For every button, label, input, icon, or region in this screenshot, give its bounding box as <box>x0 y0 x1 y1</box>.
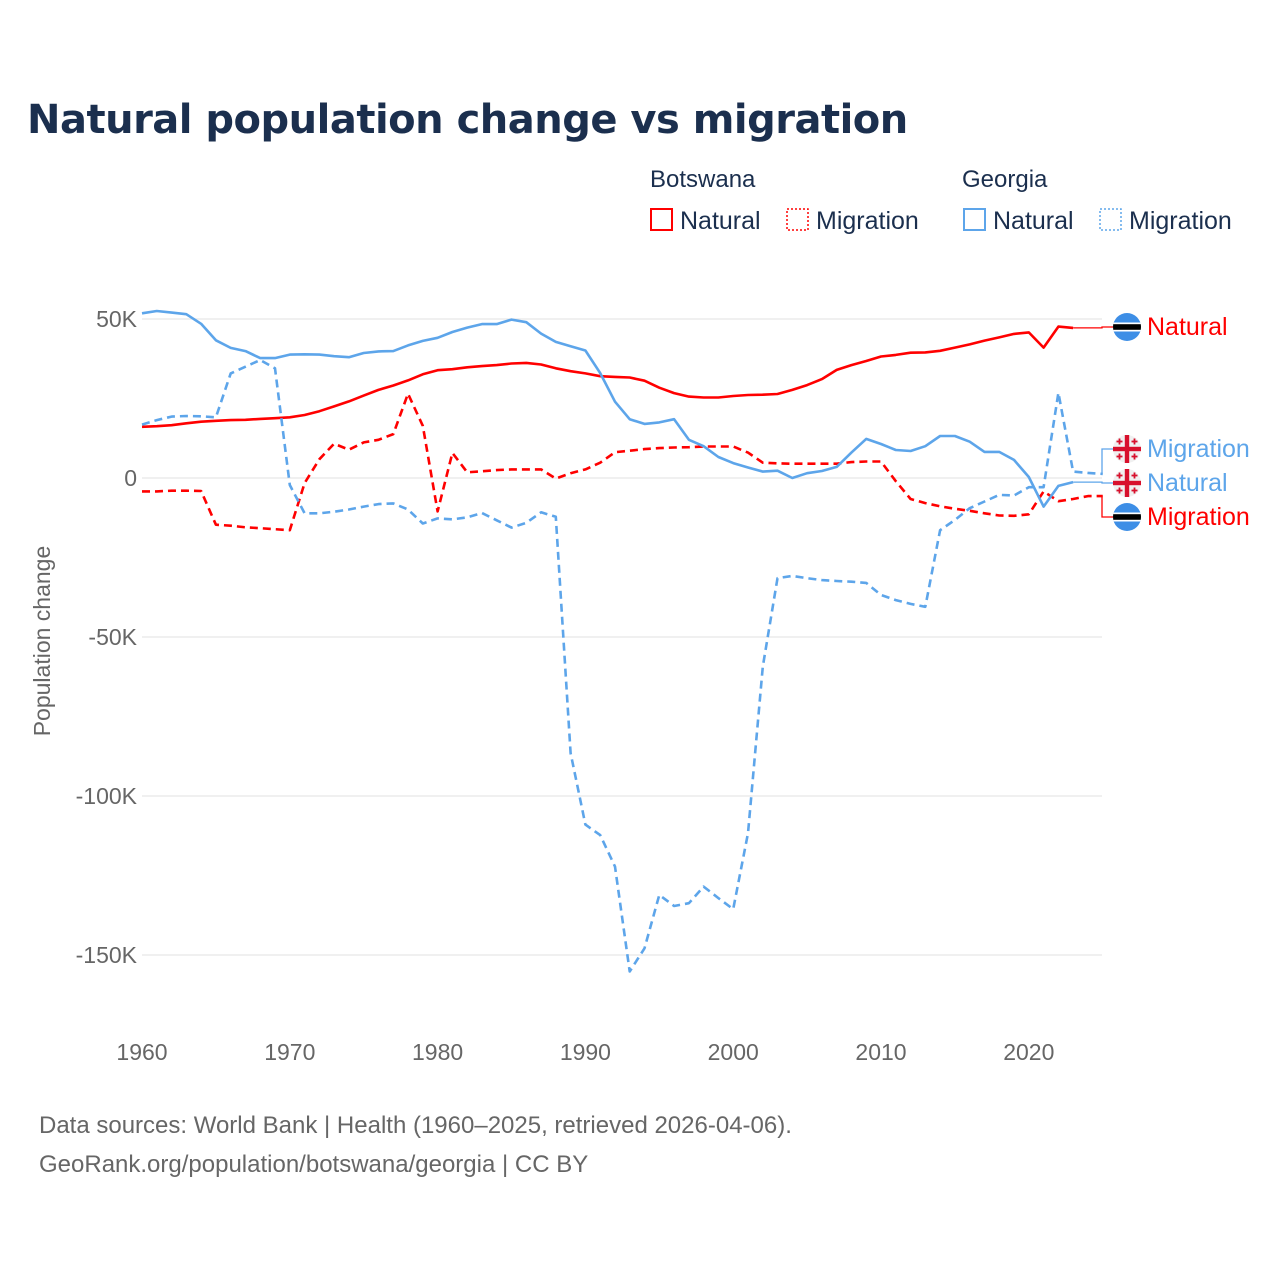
series-line-botswana-migration[interactable] <box>142 392 1103 532</box>
chart-title: Natural population change vs migration <box>27 97 908 143</box>
series-lines <box>141 309 1103 973</box>
series-line-georgia-migration[interactable] <box>141 358 1103 973</box>
y-tick-label: -50K <box>88 624 137 650</box>
label-connector <box>1101 448 1114 475</box>
x-tick-label: 1990 <box>560 1039 611 1065</box>
botswana-flag-icon <box>1113 503 1141 531</box>
x-tick-label: 2010 <box>855 1039 906 1065</box>
x-tick-label: 2000 <box>708 1039 759 1065</box>
end-labels: Natural Migration Natural Migration <box>1073 313 1250 531</box>
botswana-flag-icon <box>1113 313 1141 341</box>
x-tick-label: 1970 <box>264 1039 315 1065</box>
end-label: Natural <box>1147 469 1228 497</box>
y-tick-label: -100K <box>76 783 138 809</box>
y-axis-label: Population change <box>29 546 55 737</box>
legend-group-georgia: Georgia <box>962 166 1048 193</box>
x-ticks: 1960 1970 1980 1990 2000 2010 2020 <box>116 1039 1054 1065</box>
legend-group-botswana: Botswana <box>650 166 756 193</box>
legend-swatch-botswana-natural <box>650 208 673 231</box>
y-ticks: 50K 0 -50K -100K -150K <box>76 306 138 968</box>
georgia-flag-icon <box>1113 469 1141 497</box>
y-tick-label: 50K <box>96 306 138 332</box>
legend-swatch-georgia-migration <box>1099 208 1122 231</box>
legend-swatch-botswana-migration <box>786 208 809 231</box>
series-line-georgia-natural[interactable] <box>141 309 1074 508</box>
label-connector <box>1073 481 1114 484</box>
end-label: Migration <box>1147 435 1250 463</box>
x-tick-label: 1980 <box>412 1039 463 1065</box>
legend-item-botswana-migration[interactable]: Migration <box>816 207 919 235</box>
legend-item-georgia-natural[interactable]: Natural <box>993 207 1074 235</box>
label-connector <box>1101 495 1114 518</box>
legend-item-botswana-natural[interactable]: Natural <box>680 207 761 235</box>
y-tick-label: -150K <box>76 942 138 968</box>
source-line-1: Data sources: World Bank | Health (1960–… <box>39 1112 792 1139</box>
legend: Botswana Natural Migration Georgia Natur… <box>650 166 1232 235</box>
y-tick-label: 0 <box>124 465 137 491</box>
legend-swatch-georgia-natural <box>963 208 986 231</box>
x-tick-label: 1960 <box>116 1039 167 1065</box>
end-label: Migration <box>1147 503 1250 531</box>
source-line-2[interactable]: GeoRank.org/population/botswana/georgia … <box>39 1151 588 1178</box>
series-line-botswana-natural[interactable] <box>141 325 1074 429</box>
georgia-flag-icon <box>1113 435 1141 463</box>
label-connector <box>1073 326 1114 329</box>
end-label: Natural <box>1147 313 1228 341</box>
legend-item-georgia-migration[interactable]: Migration <box>1129 207 1232 235</box>
x-tick-label: 2020 <box>1003 1039 1054 1065</box>
gridlines <box>142 318 1102 956</box>
